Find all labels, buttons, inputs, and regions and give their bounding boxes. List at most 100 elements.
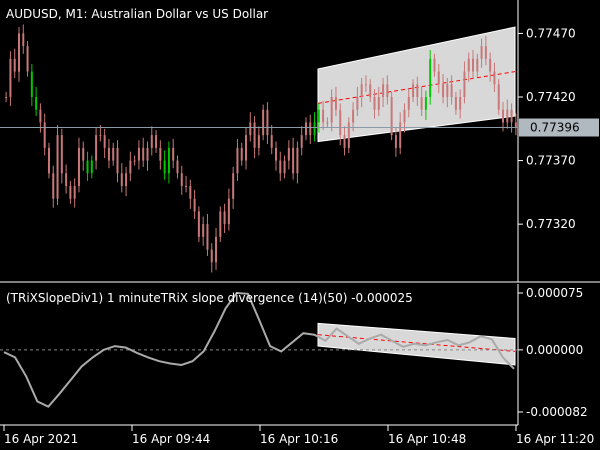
candle-body bbox=[155, 135, 158, 148]
candle-body bbox=[232, 173, 235, 199]
indicator-title: (TRiXSlopeDiv1) 1 minuteTRiX slope diver… bbox=[6, 291, 413, 305]
candle-body bbox=[82, 147, 85, 161]
candle-body bbox=[116, 147, 119, 174]
candle-body bbox=[60, 135, 63, 174]
candle-body bbox=[454, 97, 457, 110]
price-tick-label: 0.77420 bbox=[526, 90, 576, 104]
candle-body bbox=[300, 135, 303, 148]
candle-body bbox=[189, 186, 192, 199]
candle-body bbox=[493, 71, 496, 85]
candle-body bbox=[236, 147, 239, 174]
candle-body bbox=[433, 58, 436, 72]
candle-body bbox=[296, 147, 299, 174]
candle-body bbox=[502, 109, 505, 123]
candle-body bbox=[193, 198, 196, 212]
candle-body bbox=[30, 71, 33, 97]
candle-body bbox=[442, 84, 445, 97]
candle-body bbox=[95, 135, 98, 161]
candle-body bbox=[330, 97, 333, 123]
candle-body bbox=[369, 84, 372, 97]
candle-body bbox=[176, 160, 179, 174]
time-tick-label: 16 Apr 2021 bbox=[4, 432, 78, 446]
candle-body bbox=[167, 147, 170, 174]
candle-body bbox=[65, 173, 68, 186]
candle-body bbox=[437, 71, 440, 85]
candle-body bbox=[283, 160, 286, 174]
candle-body bbox=[22, 33, 25, 47]
candle-body bbox=[35, 97, 38, 110]
candle-body bbox=[9, 58, 12, 97]
candle-body bbox=[245, 135, 248, 161]
candle-body bbox=[5, 97, 8, 98]
candle-body bbox=[77, 147, 80, 186]
time-tick-label: 16 Apr 10:16 bbox=[260, 432, 338, 446]
candle-body bbox=[159, 147, 162, 161]
candle-body bbox=[377, 97, 380, 110]
candle-body bbox=[210, 249, 213, 263]
price-pane[interactable]: AUDUSD, M1: Australian Dollar vs US Doll… bbox=[0, 0, 600, 283]
candle-body bbox=[429, 58, 432, 97]
candle-body bbox=[206, 224, 209, 250]
candle-body bbox=[125, 173, 128, 186]
price-axis-ticks: 0.77470 0.77420 0.77370 0.77320 bbox=[518, 26, 576, 231]
candle-body bbox=[352, 109, 355, 123]
candle-body bbox=[510, 109, 513, 123]
candle-body bbox=[304, 122, 307, 136]
candle-body bbox=[424, 97, 427, 110]
candle-body bbox=[52, 173, 55, 199]
candle-body bbox=[142, 147, 145, 161]
candle-body bbox=[56, 135, 59, 199]
price-chart-title: AUDUSD, M1: Australian Dollar vs US Doll… bbox=[6, 7, 268, 21]
candle-body bbox=[309, 122, 312, 136]
candle-body bbox=[386, 84, 389, 97]
candle-body bbox=[356, 97, 359, 110]
candle-body bbox=[43, 122, 46, 148]
candle-body bbox=[343, 135, 346, 148]
candle-body bbox=[150, 135, 153, 148]
candle-body bbox=[47, 147, 50, 174]
indicator-tick-label: 0.000000 bbox=[526, 343, 583, 357]
candle-body bbox=[197, 211, 200, 237]
candle-body bbox=[412, 84, 415, 97]
candle-body bbox=[17, 33, 20, 72]
candle-body bbox=[390, 97, 393, 136]
candle-body bbox=[137, 147, 140, 161]
candle-body bbox=[373, 97, 376, 110]
candle-body bbox=[249, 122, 252, 136]
candle-body bbox=[262, 109, 265, 136]
candle-body bbox=[112, 147, 115, 161]
candle-body bbox=[446, 84, 449, 97]
candle-body bbox=[394, 135, 397, 148]
price-candles bbox=[5, 24, 517, 273]
candle-body bbox=[146, 147, 149, 161]
candle-body bbox=[467, 58, 470, 72]
candle-body bbox=[185, 186, 188, 187]
candle-body bbox=[334, 97, 337, 110]
candle-body bbox=[506, 109, 509, 123]
candle-body bbox=[86, 160, 89, 174]
candle-body bbox=[322, 109, 325, 123]
price-tick-label: 0.77470 bbox=[526, 26, 576, 40]
time-tick-label: 16 Apr 11:20 bbox=[516, 432, 594, 446]
candle-body bbox=[180, 173, 183, 186]
candle-body bbox=[270, 135, 273, 148]
indicator-pane[interactable]: (TRiXSlopeDiv1) 1 minuteTRiX slope diver… bbox=[0, 284, 588, 426]
candle-body bbox=[129, 160, 132, 174]
candle-body bbox=[450, 84, 453, 97]
candle-body bbox=[472, 58, 475, 72]
candle-body bbox=[360, 84, 363, 97]
candle-body bbox=[416, 84, 419, 97]
candle-body bbox=[382, 84, 385, 97]
candle-body bbox=[326, 122, 329, 124]
candle-body bbox=[313, 122, 316, 136]
price-tick-label: 0.77370 bbox=[526, 154, 576, 168]
candle-body bbox=[476, 58, 479, 72]
candle-body bbox=[514, 122, 517, 128]
candle-body bbox=[266, 109, 269, 136]
current-price-badge bbox=[519, 118, 599, 137]
candle-body bbox=[99, 135, 102, 137]
candle-body bbox=[103, 135, 106, 148]
indicator-tick-label: -0.000082 bbox=[526, 405, 588, 419]
